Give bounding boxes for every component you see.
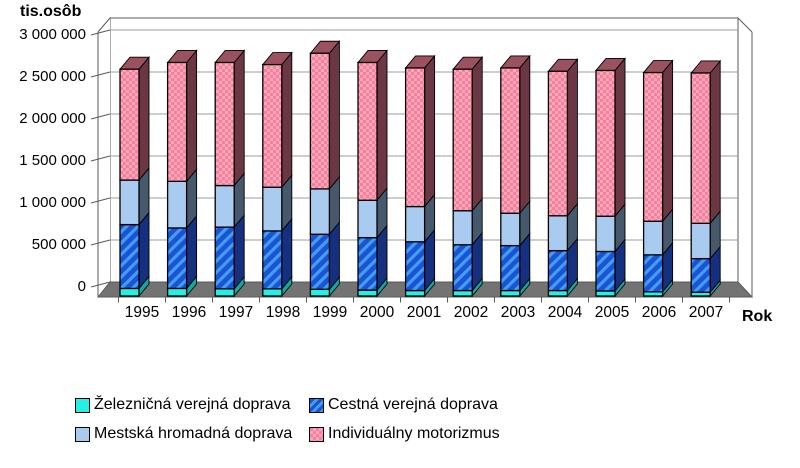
x-axis-title: Rok <box>742 308 773 325</box>
bar-2005 <box>595 57 626 298</box>
moto-swatch-icon <box>309 427 324 442</box>
bar-segment <box>595 69 616 217</box>
bar-2003 <box>499 54 531 298</box>
bar-segment <box>690 72 711 224</box>
plot-edge <box>737 17 753 33</box>
bar-segment <box>357 61 378 201</box>
x-tick-label: 2005 <box>594 304 630 321</box>
y-tick <box>90 29 111 36</box>
y-tick-label: 2 000 000 <box>19 110 86 127</box>
x-tick-label: 2003 <box>500 304 536 321</box>
bar-segment <box>500 67 521 214</box>
bar-1998 <box>261 51 293 298</box>
bar-2000 <box>357 49 388 298</box>
bar-2004 <box>547 58 579 298</box>
y-tick-label: 0 <box>77 278 86 295</box>
rail-swatch-icon <box>75 398 90 413</box>
x-tick-label: 1997 <box>218 304 254 321</box>
y-tick-label: 500 000 <box>31 236 86 253</box>
bar-segment <box>309 52 331 190</box>
plot-bars <box>119 39 722 298</box>
road-swatch-icon <box>309 398 324 413</box>
bar-1997 <box>214 49 246 298</box>
x-tick-label: 2004 <box>547 304 583 321</box>
bar-1999 <box>309 39 341 298</box>
legend-label: Cestná verejná doprava <box>328 396 498 413</box>
y-axis-title: tis.osôb <box>20 3 82 20</box>
bar-segment <box>452 68 473 212</box>
x-tick-label: 1999 <box>312 304 348 321</box>
y-axis: 3 000 000 2 500 000 2 000 000 1 500 000 1 00… <box>0 0 90 310</box>
y-tick <box>90 71 111 78</box>
bar-2001 <box>404 54 436 298</box>
y-tick <box>90 113 111 120</box>
y-tick-label: 3 000 000 <box>19 26 86 43</box>
bar-segment <box>404 67 426 208</box>
x-tick-label: 1998 <box>265 304 301 321</box>
y-tick-label: 1 500 000 <box>19 152 86 169</box>
x-tick-label: 2000 <box>359 304 395 321</box>
bar-2002 <box>452 55 484 298</box>
legend-label: Železničná verejná doprava <box>94 396 291 413</box>
bar-segment <box>642 71 664 222</box>
y-tick <box>90 155 111 162</box>
bar-1995 <box>119 55 150 298</box>
x-tick-label: 2007 <box>688 304 724 321</box>
bar-segment <box>166 61 188 182</box>
plot-area <box>90 17 754 303</box>
legend: Železničná verejná doprava Cestná verejn… <box>0 392 800 462</box>
y-tick-label: 2 500 000 <box>19 68 86 85</box>
x-tick-label: 2006 <box>641 304 677 321</box>
bar-2006 <box>642 59 674 298</box>
x-tick-label: 1996 <box>171 304 207 321</box>
legend-label: Individuálny motorizmus <box>328 425 500 442</box>
plot-edge <box>97 17 111 33</box>
y-tick <box>90 281 111 288</box>
y-tick <box>90 197 111 204</box>
x-tick-label: 2001 <box>406 304 442 321</box>
bar-2007 <box>690 59 722 298</box>
bar-1996 <box>166 49 198 298</box>
bar-segment <box>547 70 569 217</box>
bar-segment <box>262 63 283 188</box>
legend-label: Mestská hromadná doprava <box>94 425 293 442</box>
x-tick-label: 1995 <box>124 304 160 321</box>
bar-segment <box>119 68 140 181</box>
bar-segment <box>214 61 235 187</box>
y-tick <box>90 239 111 246</box>
city-swatch-icon <box>75 427 90 442</box>
x-tick-label: 2002 <box>453 304 489 321</box>
x-axis: 1995 1996 1997 1998 1999 2000 2001 2002 2003 2004… <box>124 304 724 321</box>
y-tick-label: 1 000 000 <box>19 194 86 211</box>
